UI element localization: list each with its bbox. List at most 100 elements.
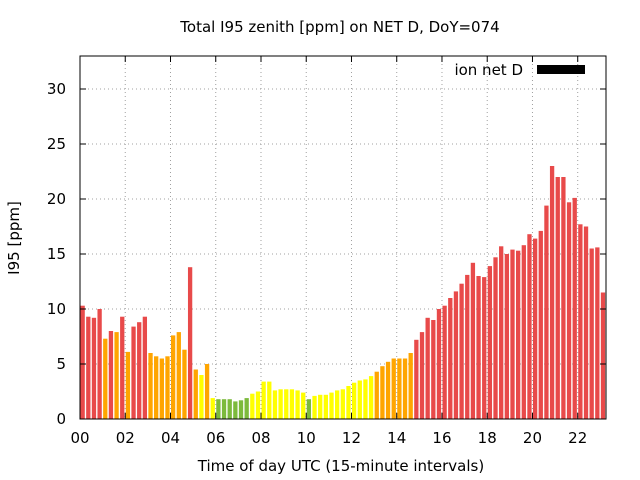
x-tick-label: 22 [568, 429, 587, 447]
y-tick-label: 20 [47, 190, 66, 208]
bar [340, 389, 345, 419]
bars [80, 166, 606, 419]
y-axis-label: I95 [ppm] [5, 201, 23, 275]
bar [301, 392, 306, 419]
bar [125, 351, 131, 419]
bar [549, 166, 555, 419]
bar [482, 277, 487, 419]
bar [221, 399, 227, 419]
bar [532, 238, 538, 419]
bar [272, 390, 278, 419]
bar [431, 320, 436, 419]
bar [210, 398, 215, 419]
bar [227, 399, 232, 419]
bar [182, 349, 187, 419]
bar [295, 390, 300, 419]
x-tick-label: 12 [342, 429, 361, 447]
bar [170, 335, 176, 419]
x-tick-label: 08 [251, 429, 270, 447]
bar [346, 386, 351, 419]
bar [329, 392, 334, 419]
bar [255, 391, 261, 419]
bar [600, 292, 606, 419]
bar [80, 305, 85, 419]
bar [561, 177, 566, 419]
bar [465, 274, 470, 419]
bar [204, 364, 210, 419]
bar [368, 376, 374, 419]
bar [278, 389, 283, 419]
bar [114, 332, 119, 419]
bar [448, 298, 453, 419]
bar [510, 249, 515, 419]
bar [391, 358, 396, 419]
bar [583, 226, 589, 419]
bar [318, 394, 323, 419]
bar [199, 375, 204, 419]
bar [142, 316, 148, 419]
bar [397, 358, 402, 419]
bar [323, 394, 329, 419]
legend-swatch [537, 65, 585, 74]
x-tick-label: 02 [116, 429, 135, 447]
bar [261, 381, 266, 419]
x-tick-label: 20 [523, 429, 542, 447]
bar [103, 338, 108, 419]
bar [470, 262, 476, 419]
y-tick-label: 30 [47, 80, 66, 98]
x-tick-label: 18 [478, 429, 497, 447]
bar [578, 224, 583, 419]
bar [380, 366, 385, 419]
bar [357, 380, 362, 419]
bar [154, 356, 159, 419]
bar [476, 276, 481, 419]
bar [131, 326, 136, 419]
bar [453, 291, 459, 419]
bar [120, 316, 125, 419]
y-tick-label: 25 [47, 135, 66, 153]
bar [238, 400, 244, 419]
bar [419, 332, 425, 419]
bar [250, 393, 255, 419]
bar [459, 283, 464, 419]
bar [566, 202, 572, 419]
bar [487, 266, 493, 419]
bar [493, 257, 498, 419]
bar [193, 369, 198, 419]
bar [504, 254, 509, 419]
bar [374, 371, 379, 419]
chart-title: Total I95 zenith [ppm] on NET D, DoY=074 [179, 18, 499, 36]
x-tick-label: 14 [387, 429, 406, 447]
x-tick-labels: 00 02 04 06 08 10 12 14 16 18 20 22 [70, 429, 587, 447]
bar [312, 395, 317, 419]
bar [521, 245, 526, 419]
ticks [79, 56, 606, 420]
bar [108, 331, 114, 419]
y-tick-labels: 0 5 10 15 20 25 30 [47, 80, 66, 428]
y-tick-label: 5 [56, 355, 66, 373]
bar [595, 247, 600, 419]
bar [351, 382, 357, 419]
bar [527, 234, 532, 419]
bar [86, 316, 91, 419]
bar [267, 381, 272, 419]
bar [589, 248, 594, 419]
bar [499, 246, 504, 419]
bar [402, 358, 408, 419]
bar [538, 230, 543, 419]
bar [544, 205, 549, 419]
bar [176, 332, 181, 419]
legend: ion net D [454, 61, 585, 79]
plot-frame [79, 55, 607, 420]
bar [289, 389, 295, 419]
bar [408, 353, 413, 419]
y-tick-label: 15 [47, 245, 66, 263]
x-tick-label: 16 [432, 429, 451, 447]
x-axis-label: Time of day UTC (15-minute intervals) [197, 457, 484, 475]
bar [159, 358, 164, 419]
bar [216, 399, 221, 419]
bar [97, 309, 102, 419]
bar [414, 339, 419, 419]
bar [436, 309, 442, 419]
